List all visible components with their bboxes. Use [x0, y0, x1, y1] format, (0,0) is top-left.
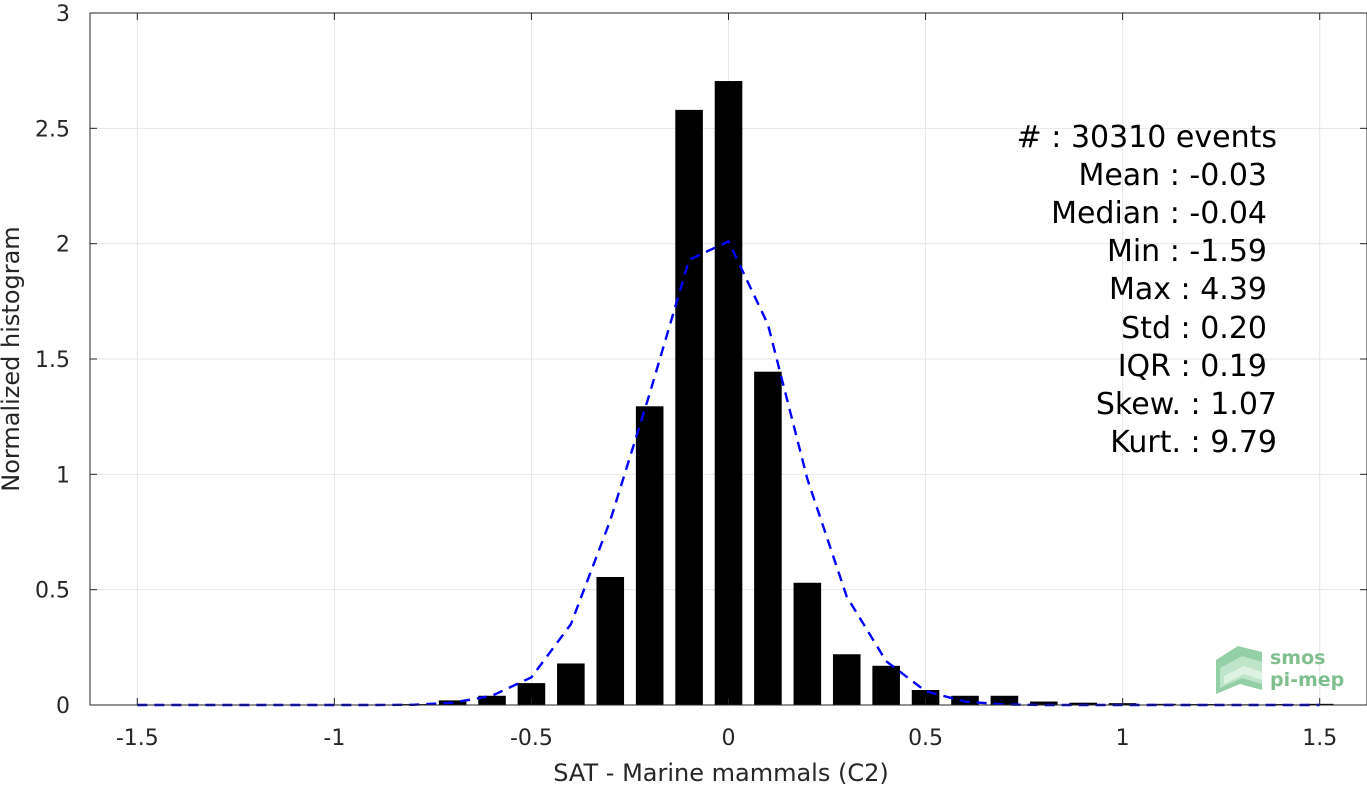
- x-tick-label: 1.5: [1302, 726, 1337, 751]
- stat-iqr: IQR : 0.19: [1118, 349, 1267, 384]
- y-tick-label: 0.5: [35, 579, 70, 604]
- histogram-bar: [714, 81, 743, 706]
- y-tick-label: 2.5: [35, 117, 70, 142]
- stat-events: # : 30310 events: [1017, 120, 1277, 155]
- stat-max: Max : 4.39: [1109, 272, 1267, 307]
- histogram-bar: [557, 663, 585, 705]
- histogram-bar: [635, 406, 664, 705]
- y-tick-labels: 0 0.5 1 1.5 2 2.5 3: [35, 2, 70, 719]
- histogram-bar: [478, 695, 506, 705]
- histogram-bar: [754, 371, 782, 705]
- x-tick-label: -1: [323, 726, 345, 751]
- histogram-bar: [675, 109, 703, 705]
- x-tick-label: -0.5: [510, 726, 553, 751]
- smos-pimep-logo: smos pi-mep: [1216, 646, 1344, 694]
- stat-kurt: Kurt. : 9.79: [1110, 425, 1277, 460]
- stat-skew: Skew. : 1.07: [1096, 387, 1277, 422]
- x-tick-label: -1.5: [116, 726, 159, 751]
- y-axis-label: Normalized histogram: [0, 226, 25, 491]
- logo-line1: smos: [1270, 647, 1325, 669]
- histogram-bar: [1030, 701, 1058, 705]
- fit-curve-line: [137, 239, 1320, 707]
- histogram-bar: [990, 695, 1019, 705]
- histogram-bar: [793, 582, 822, 705]
- histogram-bars: [123, 81, 1334, 706]
- histogram-bar: [872, 665, 900, 705]
- logo-line2: pi-mep: [1270, 669, 1344, 691]
- stat-mean: Mean : -0.03: [1078, 158, 1267, 193]
- stat-std: Std : 0.20: [1121, 311, 1267, 346]
- y-tick-label: 0: [56, 694, 70, 719]
- histogram-bar: [832, 654, 861, 705]
- axis-ticks: [90, 12, 1367, 706]
- stat-median: Median : -0.04: [1051, 196, 1267, 231]
- stats-annotation: # : 30310 events Mean : -0.03 Median : -…: [1017, 120, 1277, 460]
- x-tick-label: 1: [1116, 726, 1130, 751]
- x-tick-label: 0: [722, 726, 736, 751]
- x-axis-label: SAT - Marine mammals (C2): [553, 759, 888, 785]
- histogram-bar: [596, 576, 625, 705]
- x-tick-labels: -1.5 -1 -0.5 0 0.5 1 1.5: [116, 726, 1337, 751]
- y-tick-label: 1.5: [35, 348, 70, 373]
- logo-wave-icon: [1216, 646, 1262, 694]
- y-tick-label: 2: [56, 233, 70, 258]
- stat-min: Min : -1.59: [1107, 234, 1267, 269]
- y-tick-label: 1: [56, 463, 70, 488]
- y-tick-label: 3: [56, 2, 70, 27]
- histogram-bar: [1148, 703, 1176, 705]
- histogram-bar: [517, 683, 546, 705]
- x-tick-label: 0.5: [908, 726, 943, 751]
